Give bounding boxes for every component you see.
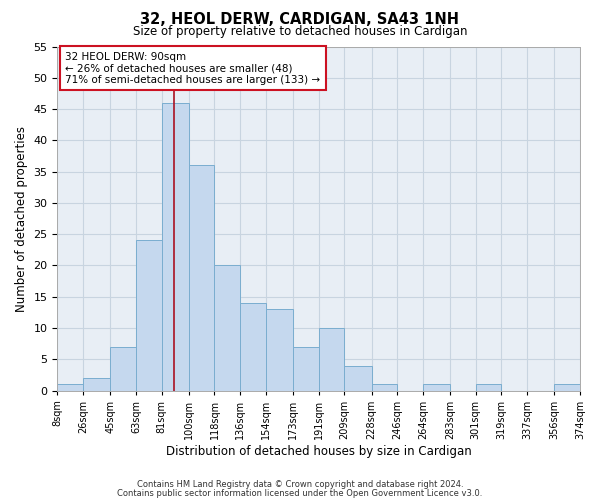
Y-axis label: Number of detached properties: Number of detached properties — [15, 126, 28, 312]
Text: Size of property relative to detached houses in Cardigan: Size of property relative to detached ho… — [133, 25, 467, 38]
Bar — [344, 366, 371, 390]
Bar — [110, 347, 136, 391]
Bar — [293, 347, 319, 391]
Bar — [214, 266, 240, 390]
Text: Contains public sector information licensed under the Open Government Licence v3: Contains public sector information licen… — [118, 489, 482, 498]
Bar — [423, 384, 450, 390]
Text: 32, HEOL DERW, CARDIGAN, SA43 1NH: 32, HEOL DERW, CARDIGAN, SA43 1NH — [140, 12, 460, 28]
Bar — [476, 384, 502, 390]
Bar — [136, 240, 161, 390]
Bar — [319, 328, 344, 390]
Bar — [371, 384, 397, 390]
Bar — [266, 309, 293, 390]
Bar — [161, 103, 189, 391]
Text: Contains HM Land Registry data © Crown copyright and database right 2024.: Contains HM Land Registry data © Crown c… — [137, 480, 463, 489]
Bar — [58, 384, 83, 390]
Bar — [83, 378, 110, 390]
Text: 32 HEOL DERW: 90sqm
← 26% of detached houses are smaller (48)
71% of semi-detach: 32 HEOL DERW: 90sqm ← 26% of detached ho… — [65, 52, 320, 85]
Bar — [189, 166, 214, 390]
X-axis label: Distribution of detached houses by size in Cardigan: Distribution of detached houses by size … — [166, 444, 472, 458]
Bar — [554, 384, 580, 390]
Bar — [240, 303, 266, 390]
